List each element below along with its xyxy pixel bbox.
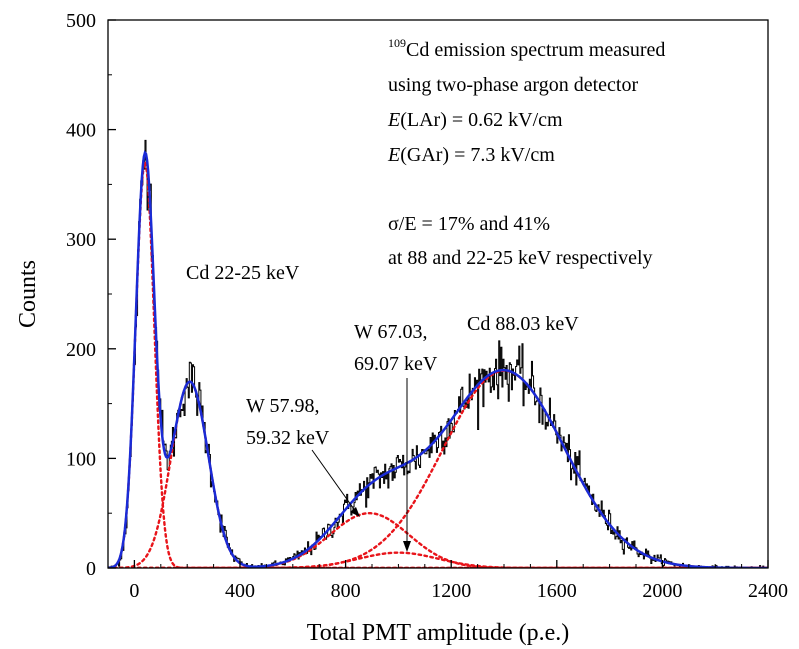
y-tick-label: 400 <box>66 120 96 142</box>
y-tick-label: 300 <box>66 229 96 251</box>
w-58-arrowhead <box>350 507 360 517</box>
plot-frame <box>107 19 769 569</box>
total-fit-line <box>108 150 768 568</box>
info-line-4-text: (GAr) = 7.3 kV/cm <box>400 144 555 166</box>
info-line-3: E(LAr) = 0.62 kV/cm <box>387 109 563 131</box>
w-58-label-line2: 59.32 keV <box>246 427 330 449</box>
field-symbol: E <box>387 109 400 131</box>
info-line-3-text: (LAr) = 0.62 kV/cm <box>400 109 563 131</box>
x-tick-label: 400 <box>225 580 255 602</box>
axis-tick-labels: 0 400 800 1200 1600 2000 2400 0 100 200 300 400 500 <box>66 10 788 602</box>
x-axis-title: Total PMT amplitude (p.e.) <box>307 620 570 646</box>
info-line-1-text: Cd emission spectrum measured <box>406 39 665 61</box>
y-axis-title: Counts <box>15 260 41 328</box>
info-line-1: 109Cd emission spectrum measured <box>388 36 665 61</box>
plot-curves <box>108 139 768 568</box>
x-tick-label: 1200 <box>431 580 471 602</box>
w-67-arrowhead <box>403 541 411 552</box>
isotope-superscript: 109 <box>388 36 406 50</box>
w-58-arrow-line <box>311 449 357 513</box>
x-tick-label: 2000 <box>642 580 682 602</box>
y-tick-label: 200 <box>66 339 96 361</box>
w-67-label-line2: 69.07 keV <box>354 353 438 375</box>
w-58-label-line1: W 57.98, <box>246 395 320 417</box>
axis-ticks <box>107 19 769 569</box>
cd-88-label: Cd 88.03 keV <box>467 313 579 335</box>
gaussian-component-4 <box>108 551 768 568</box>
info-line-6: at 88 and 22-25 keV respectively <box>388 247 653 269</box>
info-line-2: using two-phase argon detector <box>388 74 638 96</box>
y-tick-label: 500 <box>66 10 96 32</box>
gaussian-component-5 <box>108 369 768 568</box>
y-tick-label: 0 <box>86 558 96 580</box>
gaussian-component-2 <box>108 380 768 568</box>
measured-spectrum-line <box>108 139 768 568</box>
x-tick-label: 1600 <box>537 580 577 602</box>
cd-22-label: Cd 22-25 keV <box>186 262 300 284</box>
x-tick-label: 0 <box>129 580 139 602</box>
field-symbol: E <box>387 144 400 166</box>
info-line-5: σ/E = 17% and 41% <box>388 213 550 235</box>
info-line-4: E(GAr) = 7.3 kV/cm <box>387 144 555 166</box>
y-tick-label: 100 <box>66 448 96 470</box>
x-tick-label: 800 <box>331 580 361 602</box>
w-67-label-line1: W 67.03, <box>354 321 428 343</box>
x-tick-label: 2400 <box>748 580 788 602</box>
